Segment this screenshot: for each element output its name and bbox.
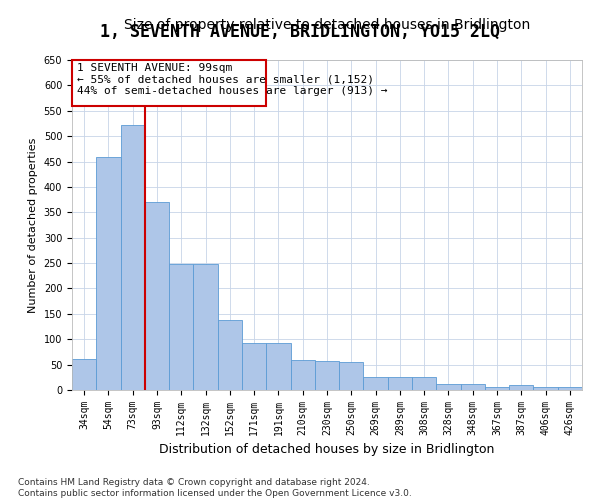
Bar [193, 264, 218, 390]
Bar [412, 377, 436, 390]
Bar [96, 158, 121, 390]
Bar [145, 202, 169, 390]
Bar [485, 387, 509, 390]
Bar [242, 343, 266, 390]
Bar [436, 384, 461, 390]
Bar [266, 343, 290, 390]
Text: Contains HM Land Registry data © Crown copyright and database right 2024.
Contai: Contains HM Land Registry data © Crown c… [18, 478, 412, 498]
FancyBboxPatch shape [72, 60, 266, 106]
Bar [169, 264, 193, 390]
Bar [218, 320, 242, 390]
Bar [290, 360, 315, 390]
Bar [509, 386, 533, 390]
Bar [315, 360, 339, 390]
X-axis label: Distribution of detached houses by size in Bridlington: Distribution of detached houses by size … [160, 444, 494, 456]
Bar [121, 126, 145, 390]
Y-axis label: Number of detached properties: Number of detached properties [28, 138, 38, 312]
Bar [388, 377, 412, 390]
Bar [364, 377, 388, 390]
Bar [461, 384, 485, 390]
Title: Size of property relative to detached houses in Bridlington: Size of property relative to detached ho… [124, 18, 530, 32]
Bar [533, 388, 558, 390]
Bar [558, 388, 582, 390]
Text: 1 SEVENTH AVENUE: 99sqm
← 55% of detached houses are smaller (1,152)
44% of semi: 1 SEVENTH AVENUE: 99sqm ← 55% of detache… [77, 64, 388, 96]
Bar [339, 362, 364, 390]
Text: 1, SEVENTH AVENUE, BRIDLINGTON, YO15 2LQ: 1, SEVENTH AVENUE, BRIDLINGTON, YO15 2LQ [100, 22, 500, 40]
Bar [72, 358, 96, 390]
